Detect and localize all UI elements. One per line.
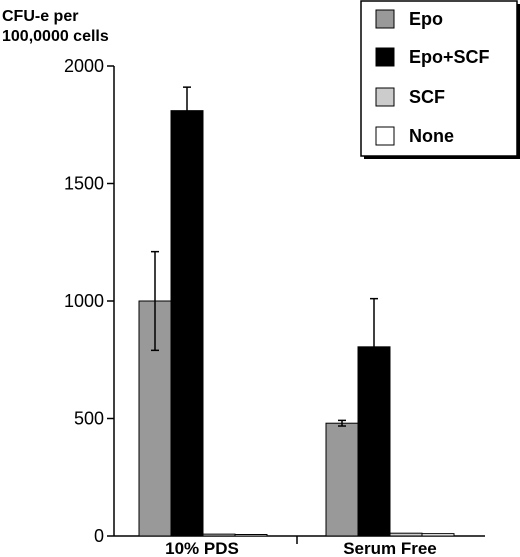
legend-label: Epo: [409, 9, 443, 29]
bar: [202, 533, 236, 537]
y-axis-title: CFU-e per 100,0000 cells: [2, 8, 109, 45]
legend-item: SCF: [375, 87, 445, 107]
x-tick-label: Serum Free: [343, 539, 437, 557]
legend-swatch: [375, 126, 395, 146]
legend-swatch: [375, 87, 395, 107]
y-axis-title-line-2: 100,0000 cells: [2, 28, 109, 45]
y-axis-ticks: 0 500 1000 1500 2000: [64, 56, 298, 546]
bar: [357, 346, 391, 537]
legend-item: None: [375, 126, 454, 146]
x-axis-tick-labels: 10% PDS Serum Free: [165, 539, 437, 557]
bar-group: [325, 297, 455, 537]
legend-label: Epo+SCF: [409, 47, 490, 67]
error-bar: [151, 250, 159, 352]
error-bar: [338, 419, 346, 427]
legend-item: Epo+SCF: [375, 47, 490, 67]
y-tick-label: 2000: [64, 56, 104, 76]
legend: Epo Epo+SCF SCF None: [360, 0, 520, 159]
y-tick-label: 0: [94, 526, 104, 546]
bar-groups: [138, 86, 455, 537]
error-bar: [370, 297, 378, 347]
bar-group: [138, 86, 268, 537]
y-tick-label: 500: [74, 409, 104, 429]
y-tick-label: 1500: [64, 174, 104, 194]
legend-label: None: [409, 126, 454, 146]
legend-label: SCF: [409, 87, 445, 107]
legend-item: Epo: [375, 9, 443, 29]
bar: [421, 533, 455, 537]
bar: [389, 532, 423, 537]
x-tick-label: 10% PDS: [165, 539, 239, 557]
error-bar: [183, 86, 191, 111]
y-tick-label: 1000: [64, 291, 104, 311]
legend-swatch: [375, 9, 395, 29]
bar: [234, 534, 268, 537]
y-axis-title-line-1: CFU-e per: [2, 8, 78, 25]
legend-swatch: [375, 47, 395, 67]
bar: [325, 422, 359, 537]
bar: [170, 110, 204, 537]
